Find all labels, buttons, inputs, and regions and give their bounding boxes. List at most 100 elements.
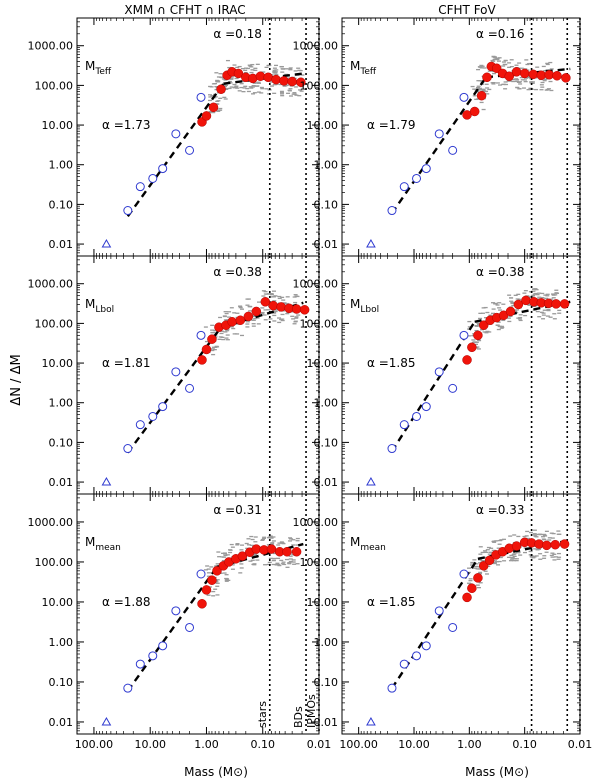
scatter-mark	[250, 69, 255, 71]
scatter-mark	[279, 541, 284, 543]
scatter-mark	[223, 98, 228, 100]
scatter-mark	[552, 318, 557, 320]
open-circle-point	[387, 206, 397, 216]
y-tick-label: 1000.00	[293, 40, 339, 53]
scatter-mark	[528, 531, 533, 534]
scatter-mark	[522, 79, 527, 81]
scatter-mark	[249, 66, 254, 68]
scatter-mark	[270, 296, 275, 298]
scatter-mark	[217, 556, 222, 558]
scatter-mark	[221, 338, 226, 341]
panel-0-1: 1000.00 100.00 10.00 1.00 0.10 0.01 MTeff α =1.…	[293, 17, 581, 257]
scatter-mark	[495, 324, 500, 326]
red-point	[227, 317, 237, 327]
scatter-mark	[239, 567, 244, 569]
scatter-mark	[534, 555, 539, 557]
scatter-mark	[244, 67, 249, 69]
open-circle-point	[196, 330, 206, 340]
scatter-mark	[532, 534, 537, 536]
scatter-mark	[535, 66, 540, 68]
scatter-mark	[544, 530, 549, 532]
scatter-mark	[524, 59, 529, 61]
scatter-mark	[250, 63, 255, 66]
scatter-mark	[231, 327, 236, 330]
open-circle-point	[158, 164, 168, 174]
scatter-mark	[518, 83, 523, 85]
scatter-mark	[538, 558, 543, 560]
scatter-mark	[286, 92, 291, 94]
red-point	[561, 73, 571, 83]
scatter-mark	[247, 305, 252, 308]
scatter-mark	[293, 86, 298, 88]
scatter-mark	[221, 78, 226, 80]
scatter-mark	[244, 542, 249, 545]
scatter-mark	[509, 297, 514, 299]
scatter-mark	[216, 109, 221, 111]
scatter-mark	[255, 559, 260, 561]
scatter-mark	[264, 66, 269, 68]
scatter-mark	[272, 72, 277, 74]
scatter-mark	[516, 317, 521, 319]
scatter-mark	[516, 535, 521, 538]
scatter-mark	[222, 556, 227, 558]
x-axis-label-right-suffix: )	[524, 765, 529, 779]
red-point	[505, 306, 516, 317]
scatter-mark	[266, 544, 271, 546]
scatter-mark	[534, 289, 539, 291]
scatter-mark	[497, 560, 502, 563]
scatter-mark	[272, 557, 277, 560]
scatter-mark	[501, 303, 506, 305]
alpha-low-mass-label: α =0.38	[213, 265, 261, 279]
scatter-mark	[295, 544, 300, 546]
scatter-mark	[545, 293, 550, 295]
scatter-mark	[515, 86, 520, 89]
open-circle-point	[434, 367, 444, 377]
scatter-mark	[495, 57, 500, 60]
scatter-mark	[273, 310, 278, 313]
scatter-mark	[251, 319, 256, 321]
scatter-mark	[275, 563, 280, 566]
y-tick-label: 1000.00	[293, 516, 339, 529]
scatter-mark	[239, 86, 244, 89]
scatter-mark	[495, 82, 500, 84]
x-tick-label: 0.10	[512, 738, 537, 751]
scatter-mark	[476, 85, 481, 87]
scatter-mark	[245, 321, 250, 323]
scatter-mark	[483, 551, 488, 554]
y-tick-label: 0.10	[314, 676, 339, 689]
mass-label: MLbol	[350, 297, 379, 315]
scatter-mark	[222, 552, 227, 554]
scatter-mark	[499, 539, 504, 541]
sun-symbol: ⊙	[233, 765, 243, 779]
x-tick-label: 100.00	[339, 738, 378, 751]
scatter-mark	[506, 317, 511, 319]
y-tick-label: 100.00	[300, 556, 339, 569]
scatter-mark	[553, 556, 558, 558]
scatter-mark	[235, 543, 240, 545]
scatter-mark	[548, 61, 553, 64]
open-circle-point	[148, 173, 158, 183]
scatter-mark	[257, 301, 262, 303]
scatter-mark	[517, 81, 522, 83]
scatter-mark	[542, 534, 547, 536]
scatter-mark	[223, 84, 228, 87]
scatter-mark	[262, 536, 267, 538]
scatter-mark	[523, 77, 528, 79]
scatter-mark	[245, 87, 250, 90]
scatter-mark	[472, 88, 477, 90]
scatter-mark	[211, 590, 216, 593]
x-tick-label: 0.01	[307, 738, 332, 751]
scatter-mark	[245, 326, 250, 328]
scatter-mark	[498, 539, 503, 542]
scatter-mark	[260, 539, 265, 541]
scatter-mark	[272, 314, 277, 317]
scatter-mark	[288, 67, 293, 69]
scatter-mark	[545, 315, 550, 317]
scatter-mark	[267, 64, 272, 67]
red-point	[482, 72, 492, 83]
red-point	[251, 306, 262, 317]
scatter-mark	[485, 573, 490, 575]
panel-1-0: 1000.00 100.00 10.00 1.00 0.10 0.01 MLbol α =1.…	[28, 255, 320, 495]
scatter-mark	[241, 91, 246, 93]
scatter-mark	[283, 68, 288, 70]
